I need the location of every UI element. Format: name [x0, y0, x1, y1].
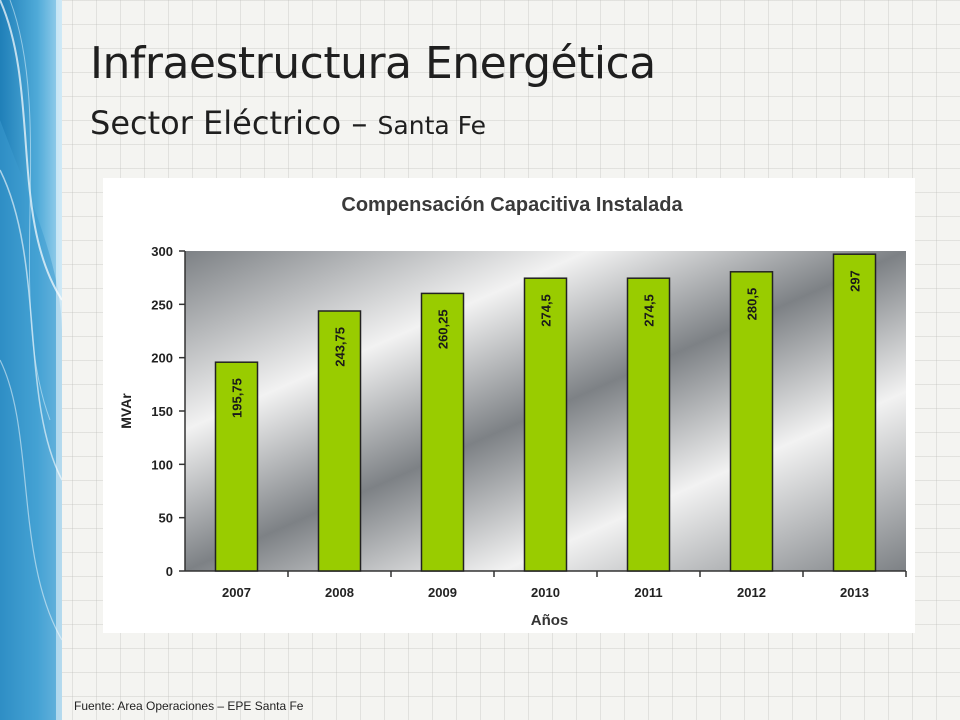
- y-tick-label: 50: [159, 511, 173, 526]
- bar-2009: [420, 292, 465, 572]
- y-tick-label: 300: [151, 244, 173, 259]
- bar-value-label: 274,5: [539, 294, 554, 327]
- bar-2010: [523, 277, 568, 572]
- y-axis-label: MVAr: [118, 393, 134, 429]
- bar-value-label: 280,5: [745, 288, 760, 321]
- subtitle-separator: –: [341, 104, 378, 142]
- y-tick-label: 250: [151, 297, 173, 312]
- bar-value-label: 274,5: [642, 294, 657, 327]
- x-tick-labels: 2007 2008 2009 2010 2011 2012 2013: [222, 585, 869, 600]
- x-tick-label: 2008: [325, 585, 354, 600]
- bar-chart: Compensación Capacitiva Instalada 195,75…: [118, 194, 907, 629]
- x-tick-label: 2011: [634, 585, 662, 600]
- bar-value-label: 297: [848, 270, 863, 292]
- bar-2013: [832, 253, 877, 572]
- bar-2008: [317, 310, 362, 572]
- y-tick-labels: 0 50 100 150 200 250 300: [151, 244, 173, 579]
- bars: 195,75 243,75 260,25 274,5 274,5 280,5 297: [214, 253, 877, 572]
- slide-subtitle: Sector Eléctrico – Santa Fe: [90, 104, 486, 142]
- x-axis-label: Años: [531, 612, 569, 629]
- x-tick-label: 2007: [222, 585, 251, 600]
- subtitle-main: Sector Eléctrico: [90, 104, 342, 142]
- y-tick-label: 200: [151, 351, 173, 366]
- bar-2012: [729, 271, 774, 572]
- source-note: Fuente: Area Operaciones – EPE Santa Fe: [74, 699, 304, 713]
- x-tick-label: 2012: [737, 585, 766, 600]
- x-tick-label: 2013: [840, 585, 869, 600]
- bar-value-label: 243,75: [333, 327, 348, 367]
- y-tick-label: 100: [151, 457, 173, 472]
- bar-2007: [214, 361, 259, 572]
- x-tick-label: 2010: [531, 585, 560, 600]
- slide-title: Infraestructura Energética: [90, 38, 656, 89]
- bar-value-label: 195,75: [230, 378, 245, 418]
- y-tick-label: 0: [166, 564, 173, 579]
- chart-frame: Compensación Capacitiva Instalada 195,75…: [103, 178, 915, 633]
- subtitle-place: Santa Fe: [377, 111, 487, 140]
- chart-title: Compensación Capacitiva Instalada: [341, 194, 683, 216]
- x-tick-label: 2009: [428, 585, 457, 600]
- bar-2011: [626, 277, 671, 572]
- y-tick-label: 150: [151, 404, 173, 419]
- bar-value-label: 260,25: [436, 309, 451, 349]
- decorative-left-band: [0, 0, 62, 720]
